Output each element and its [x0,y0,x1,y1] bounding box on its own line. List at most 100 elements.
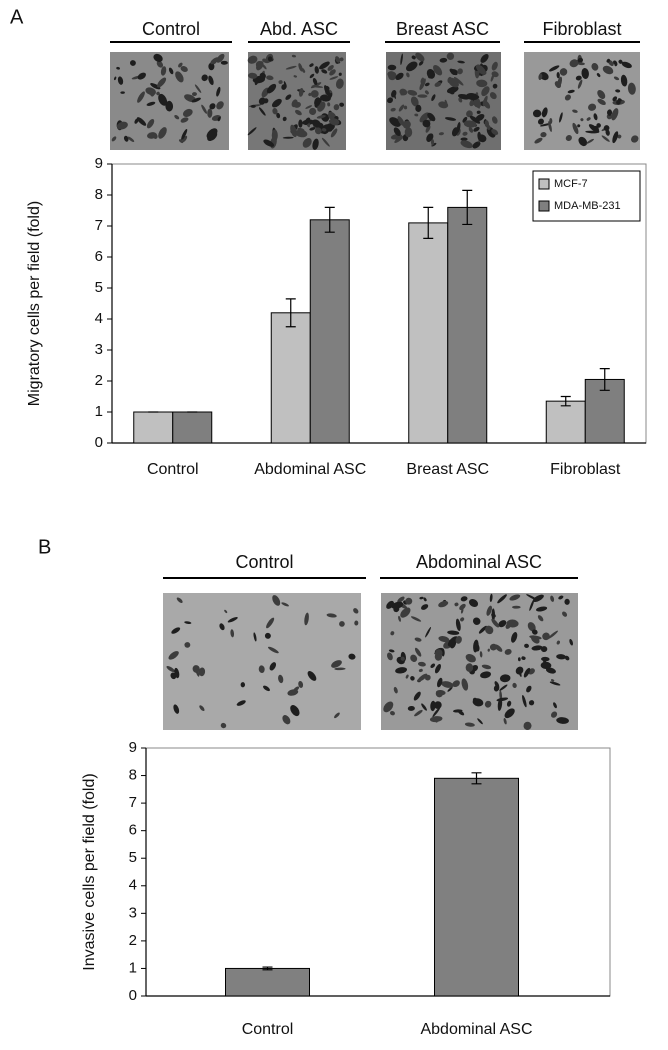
cell [173,704,180,714]
image-label: Abdominal ASC [416,552,542,572]
cell [327,126,333,132]
cell [414,647,422,657]
cell [316,115,326,119]
cell [430,138,435,146]
cell [208,75,214,86]
cell [387,97,394,104]
cell [424,90,429,95]
cell [462,131,468,136]
cell [287,689,299,696]
cell [263,139,275,147]
cell [577,79,583,89]
cell [295,129,308,138]
cell [489,92,497,100]
cell [354,620,359,626]
cell [559,112,563,123]
cell [414,637,422,642]
y-tick-label: 4 [95,310,103,327]
cell [434,663,442,674]
cell [550,679,555,682]
cell [137,72,147,80]
cell [580,118,584,122]
cell [458,97,463,103]
cell [184,642,191,648]
cell [557,718,566,722]
cell [531,635,540,644]
y-tick-label: 9 [95,155,103,172]
cell [390,710,395,716]
cell [321,69,328,74]
cell [415,52,425,62]
cell [523,721,532,730]
cell [258,107,266,116]
y-tick-label: 5 [95,279,103,296]
cell [272,595,281,606]
cell [387,71,397,79]
cell [168,67,174,75]
y-tick-label: 9 [129,739,137,756]
cell [569,59,579,68]
cell [111,136,117,142]
cell [527,622,536,632]
cell [201,104,208,114]
cell [137,91,145,103]
cell [338,72,342,76]
cell [272,98,282,108]
cell [539,123,551,127]
cell [460,137,468,141]
cell [617,98,622,102]
cell [596,73,601,78]
cell [283,81,287,88]
cell [393,605,400,613]
cell [480,671,492,679]
cell [541,107,548,118]
y-axis-title: Invasive cells per field (fold) [81,773,98,970]
cell [327,102,331,107]
legend-label: MDA-MB-231 [554,200,621,212]
cell [201,74,208,82]
cell [309,63,314,67]
cell [216,53,225,63]
cell [311,119,322,128]
cell [310,90,319,98]
panel-label: B [38,536,51,558]
cell [491,61,498,71]
cell [405,597,413,605]
cell [247,127,257,136]
cell [410,676,415,681]
cell [569,638,574,646]
cell [430,663,436,669]
cell [117,76,124,85]
cell [219,623,225,631]
cell [481,664,492,670]
cell [400,53,403,66]
cell [227,617,238,623]
cell [593,113,598,121]
cell [523,667,531,678]
cell [509,594,521,601]
cell [505,622,512,629]
cell [266,75,274,81]
cell [407,89,418,96]
y-tick-label: 3 [129,904,137,921]
error-bar [262,966,273,971]
cell [447,636,459,647]
cell [450,69,458,76]
cell [116,121,128,130]
bar [408,222,449,444]
cell [477,134,487,143]
cell [617,134,622,139]
y-axis-title: Migratory cells per field (fold) [26,201,43,406]
cell [419,596,424,600]
cell [406,61,418,72]
cell [616,100,621,105]
cell [491,116,498,124]
cell [491,618,500,628]
cell [438,636,450,643]
cell [334,667,346,671]
cell [425,627,431,638]
cell [550,595,555,602]
y-tick-label: 8 [95,186,103,203]
cell [334,712,340,719]
y-tick-label: 4 [129,877,137,894]
